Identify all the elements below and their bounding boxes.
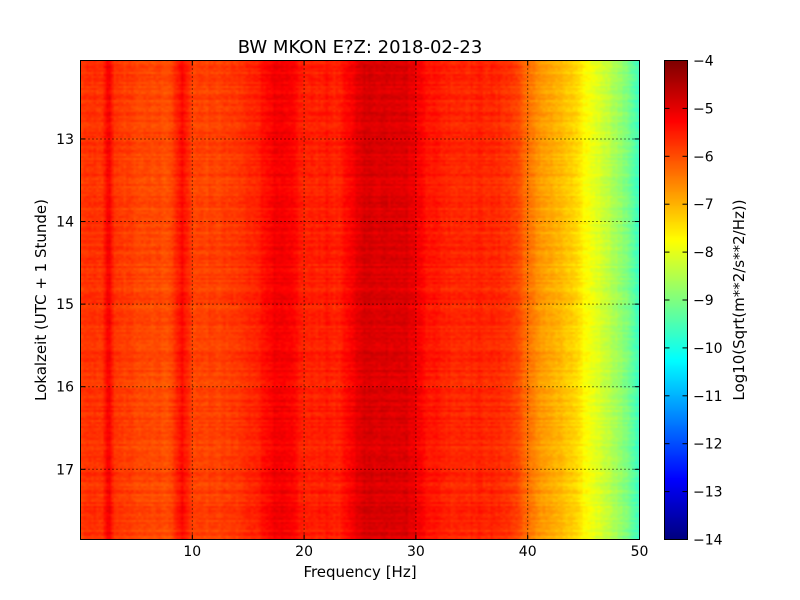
colorbar-tick-label: −8	[693, 245, 714, 261]
heatmap-image	[81, 60, 640, 540]
colorbar-tick-label: −10	[693, 341, 723, 357]
colorbar-tick-label: −14	[693, 533, 723, 549]
y-tick-label: 14	[56, 215, 74, 231]
colorbar-tick-label: −12	[693, 437, 723, 453]
plot-frame	[80, 60, 640, 540]
x-tick-label: 20	[295, 544, 313, 560]
colorbar-ticks: −4 −5 −6 −7 −8 −9 −10 −11 −12 −13 −14	[664, 54, 723, 549]
colorbar-tick-label: −11	[693, 389, 723, 405]
colorbar-tick-label: −13	[693, 485, 723, 501]
colorbar-label: Log10(Sqrt(m**2/s**2/Hz))	[730, 199, 748, 400]
x-tick-label: 40	[519, 544, 537, 560]
x-tick-label: 10	[183, 544, 201, 560]
y-tick-label: 17	[56, 462, 74, 478]
y-axis-ticks: 13 14 15 16 17	[56, 132, 640, 478]
x-axis-ticks: 10 20 30 40 50	[183, 60, 649, 560]
colorbar-tick-label: −9	[693, 293, 714, 309]
y-tick-label: 16	[56, 380, 74, 396]
x-tick-label: 50	[631, 544, 649, 560]
colorbar-tick-label: −4	[693, 54, 714, 70]
colorbar: −4 −5 −6 −7 −8 −9 −10 −11 −12 −13 −14 Log10(Sqrt(m…	[664, 54, 748, 549]
y-tick-label: 15	[56, 297, 74, 313]
x-axis-label: Frequency [Hz]	[303, 563, 416, 581]
plot-area: 10 20 30 40 50 13 14 15 16 17	[56, 60, 648, 560]
chart-title: BW MKON E?Z: 2018-02-23	[238, 37, 483, 58]
x-tick-label: 30	[407, 544, 425, 560]
y-axis-label: Lokalzeit (UTC + 1 Stunde)	[32, 199, 50, 401]
colorbar-tick-label: −6	[693, 149, 714, 165]
colorbar-tick-label: −7	[693, 197, 714, 213]
y-tick-label: 13	[56, 132, 74, 148]
colorbar-tick-label: −5	[693, 101, 714, 117]
